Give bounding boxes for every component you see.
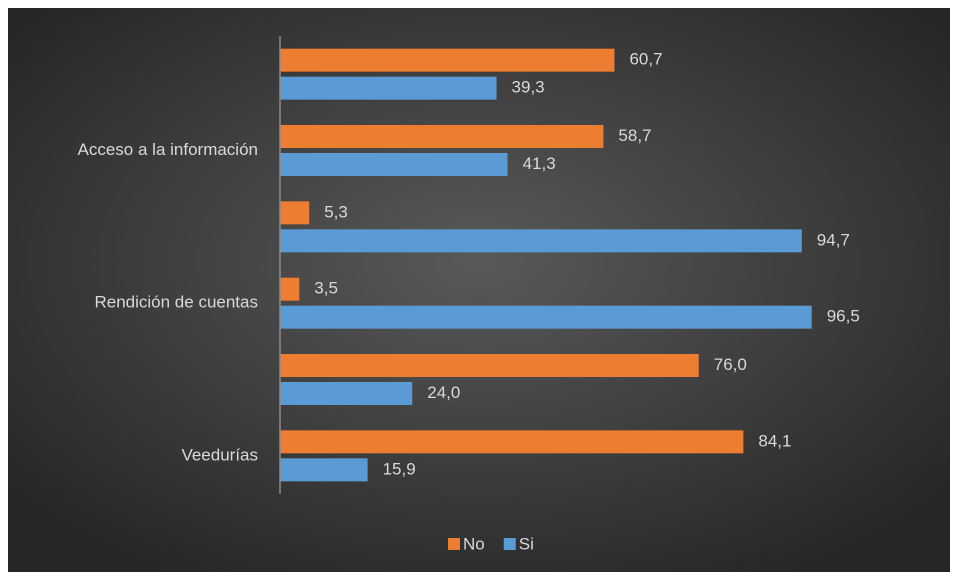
data-label: 3,5: [314, 279, 338, 298]
y-tick-label: Acceso a la información: [78, 140, 258, 159]
y-tick-label: Rendición de cuentas: [94, 293, 258, 312]
bar: [280, 430, 744, 454]
bar: [280, 153, 508, 176]
data-label: 94,7: [817, 230, 850, 249]
data-label: 24,0: [427, 383, 460, 402]
legend-label: No: [463, 534, 485, 553]
data-label: 76,0: [714, 355, 747, 374]
legend-swatch: [503, 538, 516, 550]
bar: [280, 277, 300, 301]
data-label: 58,7: [618, 126, 651, 145]
chart-background: [8, 8, 950, 572]
bar: [280, 305, 812, 329]
bar: [280, 48, 615, 72]
bar: [280, 201, 310, 225]
y-tick-label: Veedurías: [181, 445, 258, 464]
bar: [280, 125, 604, 148]
data-label: 39,3: [512, 78, 545, 97]
bar: [280, 458, 368, 482]
bar: [280, 382, 413, 405]
data-label: 84,1: [758, 431, 791, 450]
data-label: 5,3: [324, 202, 348, 221]
data-label: 41,3: [523, 154, 556, 173]
bar: [280, 76, 497, 100]
data-label: 60,7: [629, 50, 662, 69]
bar: [280, 229, 802, 253]
legend-swatch: [448, 538, 460, 550]
bar: [280, 354, 699, 377]
data-label: 96,5: [827, 307, 860, 326]
data-label: 15,9: [383, 459, 416, 478]
legend-label: Si: [519, 534, 534, 553]
